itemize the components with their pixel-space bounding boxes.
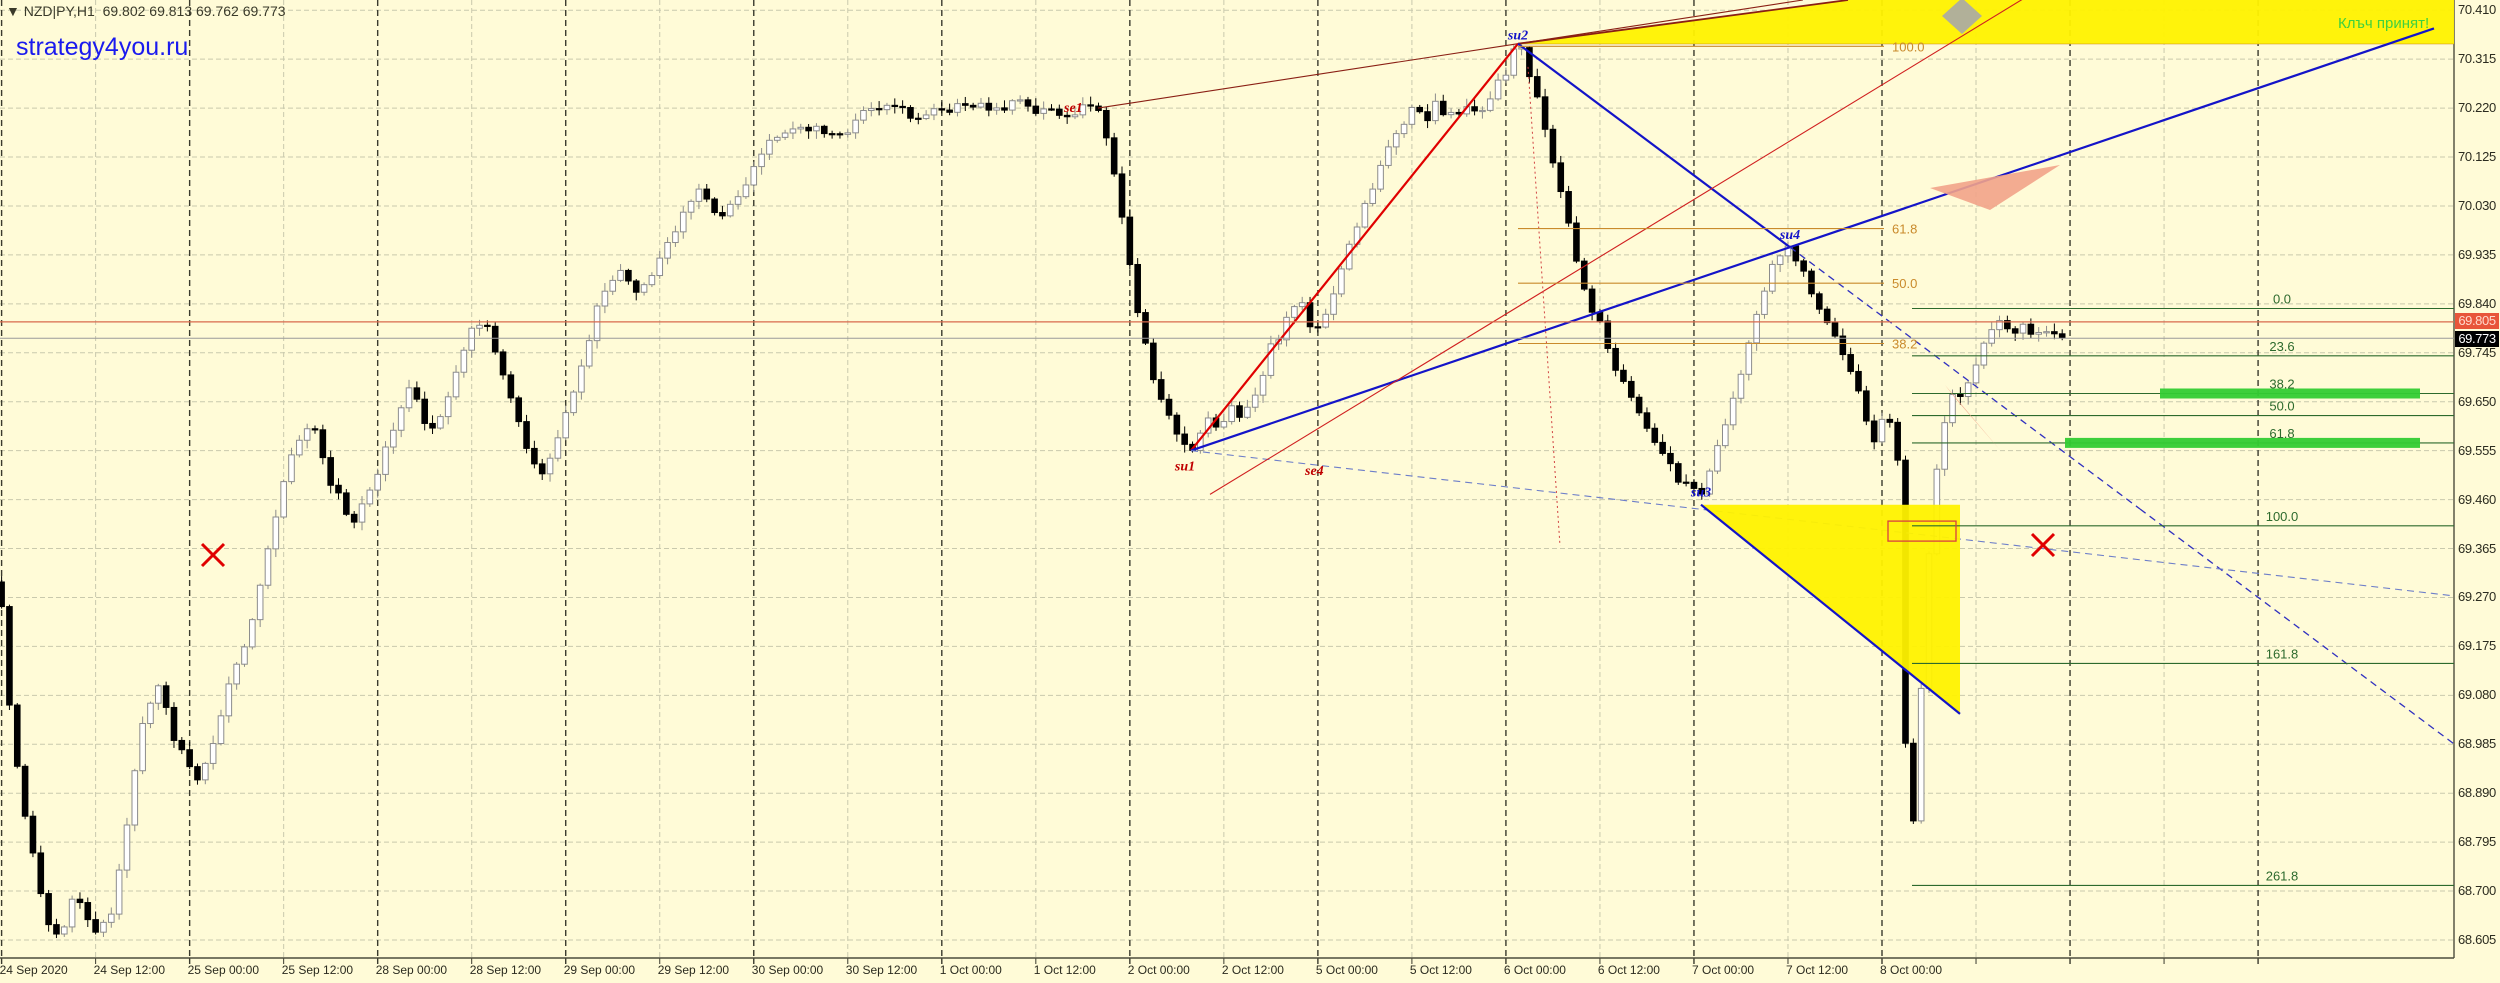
svg-text:161.8: 161.8 [2266, 646, 2299, 661]
svg-text:Клъч принят!: Клъч принят! [2338, 15, 2429, 32]
svg-text:0.0: 0.0 [2273, 292, 2291, 307]
svg-text:se1: se1 [1063, 101, 1083, 116]
svg-text:100.0: 100.0 [1892, 39, 1925, 54]
svg-text:38.2: 38.2 [2269, 377, 2294, 392]
svg-text:50.0: 50.0 [1892, 276, 1917, 291]
svg-text:su4: su4 [1779, 228, 1800, 243]
svg-text:61.8: 61.8 [2269, 426, 2294, 441]
svg-text:su1: su1 [1174, 460, 1195, 475]
svg-text:50.0: 50.0 [2269, 399, 2294, 414]
svg-text:su2: su2 [1507, 29, 1528, 44]
svg-text:261.8: 261.8 [2266, 868, 2299, 883]
svg-text:100.0: 100.0 [2266, 509, 2299, 524]
svg-text:se4: se4 [1304, 464, 1324, 479]
svg-text:23.6: 23.6 [2269, 339, 2294, 354]
svg-text:su3: su3 [1690, 486, 1711, 501]
svg-text:61.8: 61.8 [1892, 222, 1917, 237]
